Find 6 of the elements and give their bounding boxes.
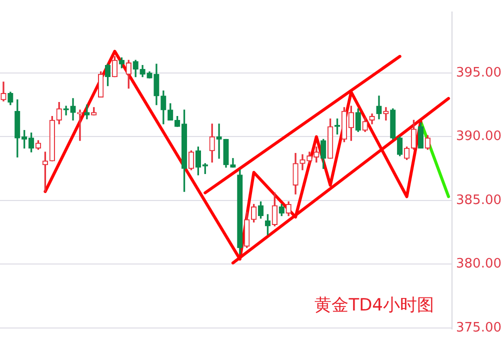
y-tick-label: 385.00 [456,192,502,208]
y-tick-label: 390.00 [456,129,502,144]
annotation: 黄金TD4小时图 [314,296,434,316]
y-tick-label: 375.00 [456,320,502,336]
y-tick-label: 380.00 [456,256,502,272]
y-tick-label: 395.00 [456,65,502,80]
